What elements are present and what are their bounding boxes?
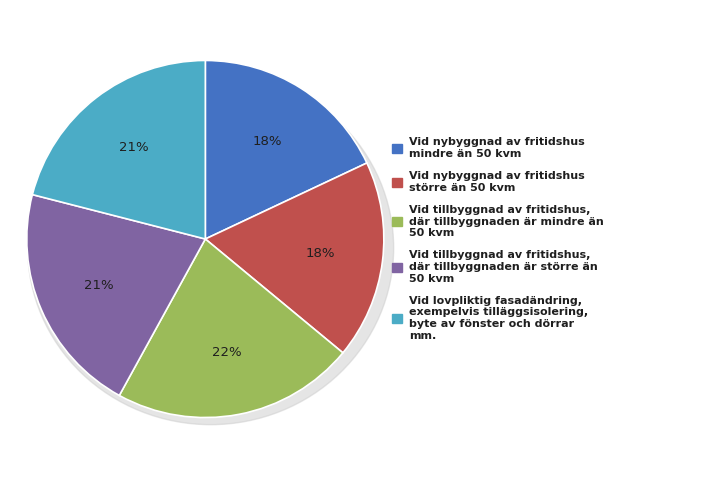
Text: 21%: 21% — [84, 279, 113, 292]
Text: 18%: 18% — [306, 247, 335, 260]
Wedge shape — [205, 163, 384, 353]
Wedge shape — [33, 60, 205, 239]
Ellipse shape — [28, 71, 394, 424]
Text: 22%: 22% — [212, 347, 242, 359]
Wedge shape — [120, 239, 343, 418]
Text: 21%: 21% — [120, 141, 149, 154]
Legend: Vid nybyggnad av fritidshus
mindre än 50 kvm, Vid nybyggnad av fritidshus
större: Vid nybyggnad av fritidshus mindre än 50… — [387, 132, 609, 346]
Wedge shape — [27, 195, 205, 395]
Text: 18%: 18% — [253, 134, 282, 148]
Wedge shape — [205, 60, 367, 239]
